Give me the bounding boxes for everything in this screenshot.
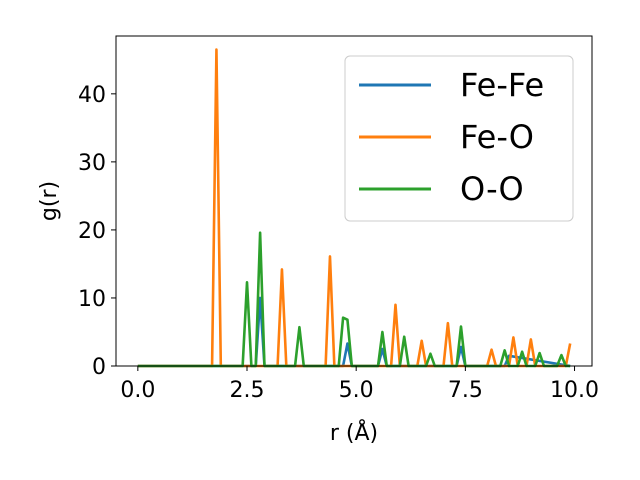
- x-tick-label: 0.0: [120, 378, 155, 403]
- legend: Fe-Fe Fe-O O-O: [344, 55, 574, 222]
- series-line-2: [137, 231, 571, 368]
- x-tick-label: 2.5: [230, 378, 265, 403]
- y-tick-label: 30: [78, 151, 106, 176]
- x-tick-label: 7.5: [448, 378, 483, 403]
- x-axis-label: r (Å): [330, 419, 378, 446]
- y-tick-label: 40: [78, 83, 106, 108]
- y-tick-label: 10: [78, 287, 106, 312]
- y-tick-label: 20: [78, 219, 106, 244]
- plot-frame: [115, 35, 593, 367]
- y-axis-label: g(r): [37, 181, 62, 221]
- y-tick-label: 0: [92, 355, 106, 380]
- x-tick-label: 5.0: [339, 378, 374, 403]
- x-tick-label: 10.0: [550, 378, 599, 403]
- legend-label: O-O: [460, 170, 524, 208]
- legend-label: Fe-Fe: [460, 66, 544, 104]
- legend-label: Fe-O: [460, 118, 534, 156]
- axis-ticks: 0.0 2.5 5.0 7.5 10.0 0 10 20 30 40: [78, 83, 599, 403]
- legend-box: [344, 55, 574, 222]
